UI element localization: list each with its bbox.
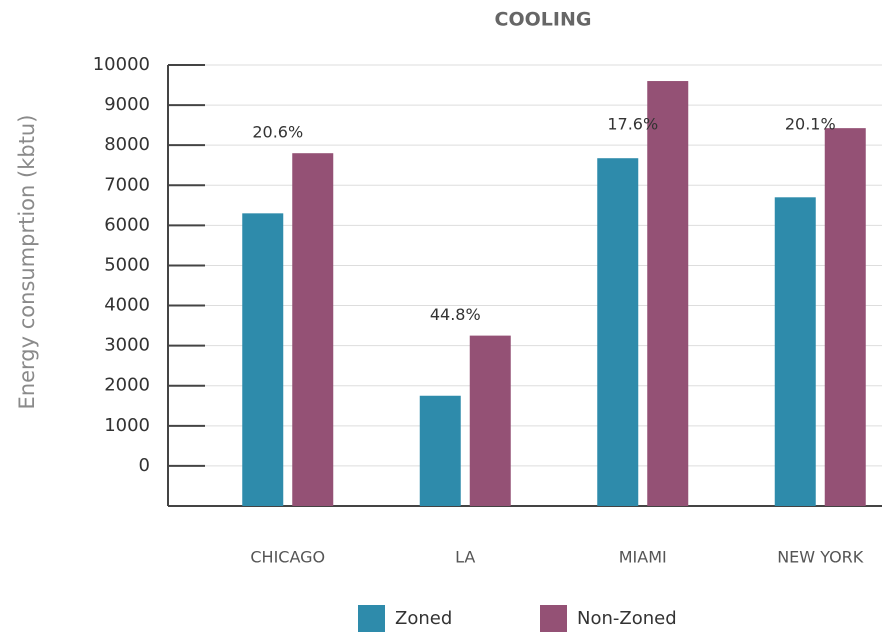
y-tick-label: 7000 <box>104 174 150 195</box>
y-tick-label: 8000 <box>104 134 150 155</box>
bar <box>469 335 511 506</box>
y-axis-label: Energy consumprtion (kbtu) <box>15 115 39 410</box>
legend-label: Zoned <box>395 608 452 629</box>
legend-label: Non-Zoned <box>577 608 677 629</box>
y-tick-label: 0 <box>139 455 150 476</box>
y-tick-label: 3000 <box>104 335 150 356</box>
bar <box>774 197 816 507</box>
annotation: 44.8% <box>430 305 481 324</box>
bar <box>292 153 334 506</box>
annotation: 20.1% <box>785 115 836 134</box>
bar <box>419 395 461 506</box>
x-tick-label: MIAMI <box>619 548 667 567</box>
x-tick-label: CHICAGO <box>250 548 325 567</box>
annotation: 17.6% <box>607 115 658 134</box>
legend-swatch <box>540 605 567 632</box>
bar <box>242 213 284 506</box>
y-tick-label: 9000 <box>104 94 150 115</box>
bar <box>824 128 866 506</box>
y-tick-label: 1000 <box>104 415 150 436</box>
y-tick-label: 10000 <box>93 54 150 75</box>
y-tick-label: 6000 <box>104 214 150 235</box>
bar <box>597 158 639 506</box>
bar <box>647 81 689 506</box>
y-tick-label: 4000 <box>104 295 150 316</box>
legend-swatch <box>358 605 385 632</box>
annotation: 20.6% <box>252 123 303 142</box>
x-tick-label: LA <box>455 548 475 567</box>
y-tick-label: 2000 <box>104 375 150 396</box>
chart-title: COOLING <box>495 9 592 31</box>
y-tick-label: 5000 <box>104 254 150 275</box>
x-tick-label: NEW YORK <box>777 548 864 567</box>
